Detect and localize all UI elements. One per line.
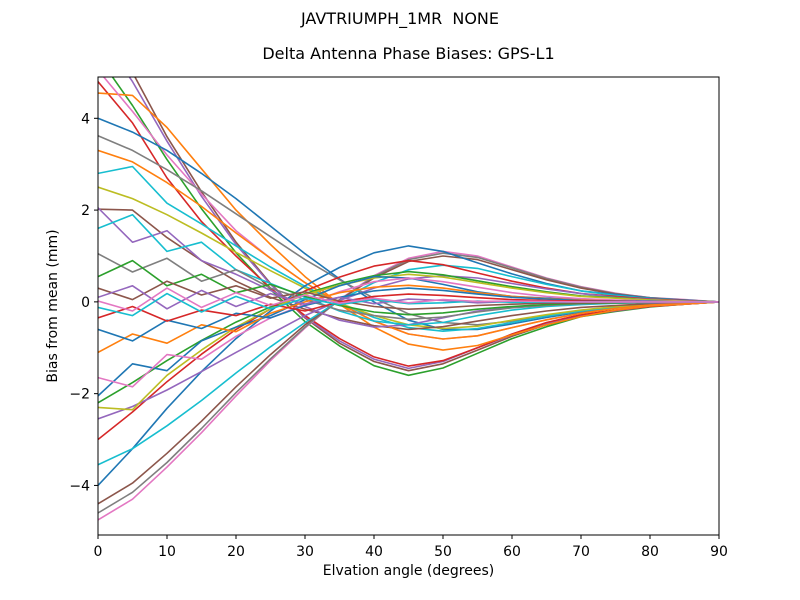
series-line-25 [98,277,719,388]
y-tick-label: 0 [81,295,90,311]
y-tick-label: 4 [81,111,90,127]
figure-title: JAVTRIUMPH_1MR NONE [300,9,500,28]
series-lines [98,77,719,521]
x-tick-label: 10 [158,544,176,560]
y-tick-label: −2 [69,387,90,403]
x-tick-label: 40 [365,544,383,560]
series-line-21 [98,273,719,411]
x-tick-label: 30 [296,544,314,560]
axes-title: Delta Antenna Phase Biases: GPS-L1 [262,44,555,63]
x-tick-label: 60 [503,544,521,560]
series-line-05 [98,92,719,351]
x-axis-label: Elvation angle (degrees) [323,563,494,579]
axes-frame [97,76,720,536]
series-line-18 [98,259,719,441]
x-tick-label: 20 [227,544,245,560]
x-tick-label: 90 [710,544,728,560]
y-tick-label: −4 [69,478,90,494]
x-tick-label: 70 [572,544,590,560]
x-tick-label: 50 [434,544,452,560]
x-tick-label: 0 [94,544,103,560]
series-line-17 [98,264,719,466]
series-line-15 [98,255,719,505]
y-axis-label: Bias from mean (mm) [45,229,61,382]
y-tick-label: 2 [81,203,90,219]
series-line-12 [98,149,719,340]
x-tick-label: 80 [641,544,659,560]
series-line-34 [98,287,719,312]
series-line-04 [98,81,719,367]
